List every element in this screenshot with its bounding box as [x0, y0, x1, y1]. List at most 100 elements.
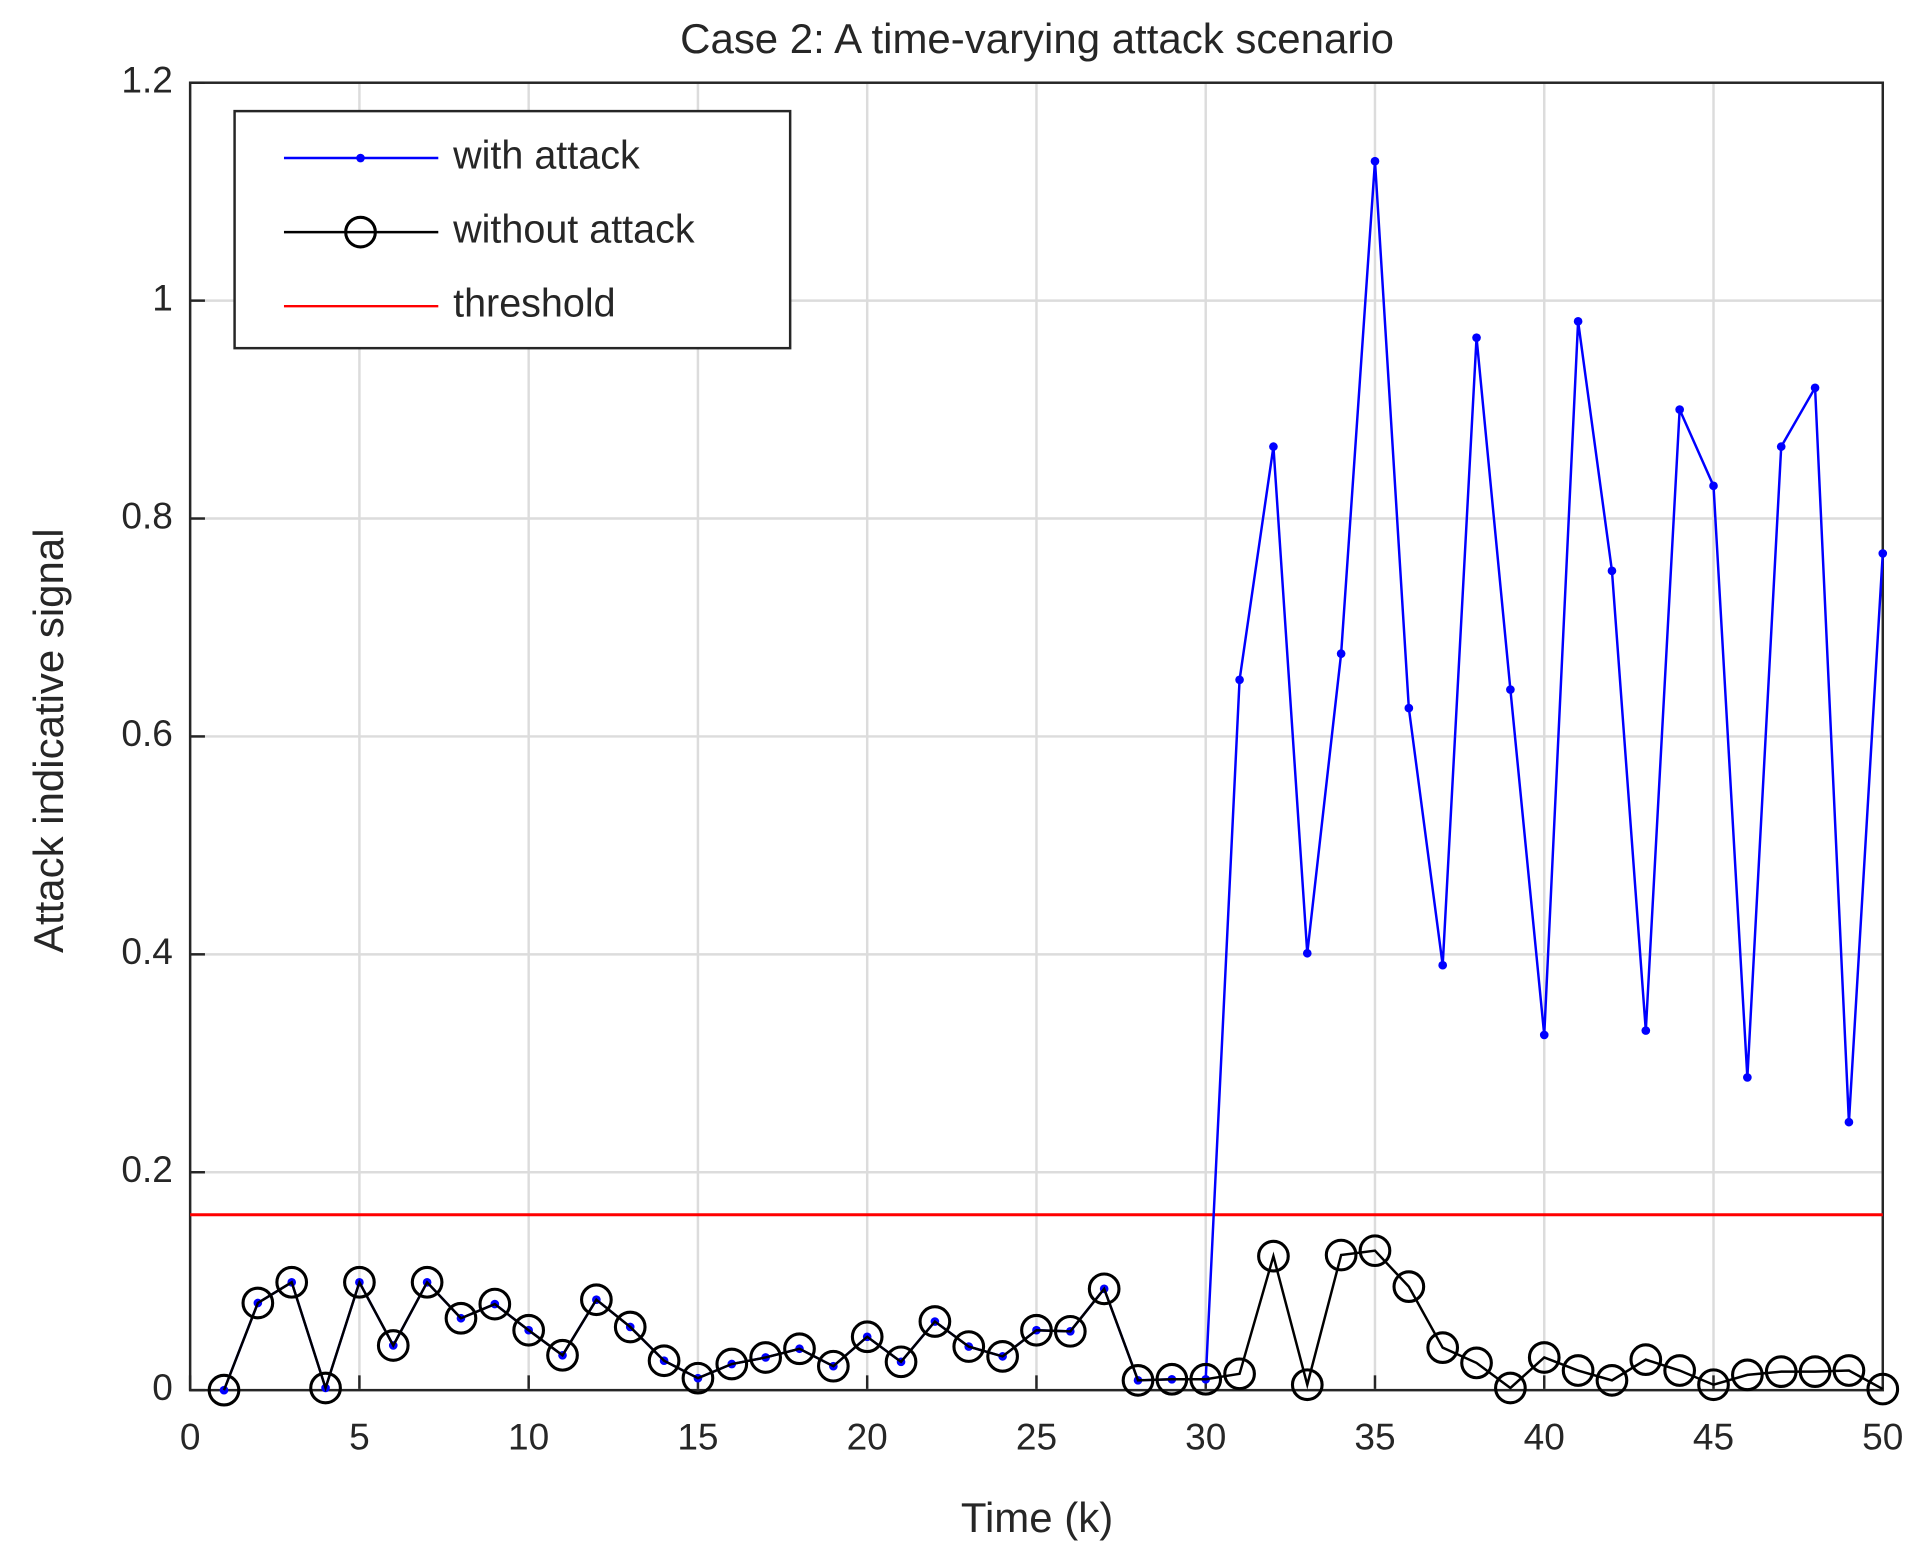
- data-point: [241, 1286, 275, 1320]
- data-point: [1573, 317, 1583, 326]
- data-point: [850, 1320, 884, 1354]
- data-point: [1269, 442, 1278, 451]
- data-point: [1595, 1363, 1629, 1397]
- data-point: [1235, 675, 1244, 685]
- data-point: [1324, 1238, 1358, 1272]
- data-point: [1302, 948, 1312, 958]
- data-point: [1709, 481, 1718, 491]
- y-tick-label: 0: [152, 1366, 173, 1408]
- x-tick-label: 25: [1016, 1415, 1057, 1457]
- data-point: [1527, 1341, 1561, 1374]
- x-tick-label: 20: [847, 1415, 888, 1457]
- data-point: [986, 1340, 1019, 1373]
- y-tick-label: 0.4: [121, 930, 172, 972]
- data-point: [1155, 1362, 1189, 1396]
- series-line: [222, 1249, 1884, 1393]
- legend-box: [233, 109, 792, 350]
- data-point: [1087, 1272, 1121, 1306]
- data-point: [681, 1361, 715, 1395]
- x-tick-label: 5: [349, 1415, 370, 1457]
- data-point: [1743, 1073, 1752, 1082]
- data-point: [1189, 1362, 1223, 1396]
- data-point: [1607, 566, 1617, 576]
- data-point: [1776, 442, 1786, 451]
- data-point: [1641, 1026, 1651, 1035]
- x-axis-label: Time (k): [961, 1494, 1113, 1541]
- data-point: [1404, 703, 1414, 713]
- plot-frame: [188, 81, 1885, 1392]
- data-point: [512, 1313, 546, 1347]
- data-point: [1764, 1355, 1798, 1388]
- data-point: [783, 1332, 816, 1366]
- data-point: [1731, 1358, 1764, 1392]
- data-point: [1866, 1372, 1900, 1406]
- data-point: [1358, 1234, 1392, 1268]
- legend-label: with attack: [452, 133, 640, 177]
- data-point: [1290, 1368, 1324, 1402]
- data-point: [1539, 1030, 1549, 1040]
- y-tick-label: 1: [152, 276, 173, 318]
- data-point: [1336, 649, 1346, 658]
- data-point: [1121, 1363, 1155, 1397]
- x-tick-label: 10: [508, 1415, 549, 1457]
- data-point: [343, 1265, 376, 1299]
- data-point: [1675, 405, 1684, 414]
- x-tick-label: 15: [677, 1415, 718, 1457]
- data-point: [444, 1301, 478, 1335]
- data-point: [1506, 685, 1515, 694]
- data-point: [580, 1283, 613, 1317]
- data-point: [1257, 1239, 1290, 1273]
- x-tick-label: 50: [1862, 1415, 1903, 1457]
- data-point: [884, 1345, 918, 1379]
- data-point: [647, 1344, 681, 1378]
- y-axis-label: Attack indicative signal: [25, 528, 72, 953]
- legend-marker: [344, 215, 377, 249]
- data-point: [1460, 1346, 1493, 1380]
- chart-title: Case 2: A time-varying attack scenario: [680, 15, 1394, 62]
- data-point: [207, 1373, 241, 1407]
- legend-marker: [356, 153, 365, 163]
- data-point: [1392, 1270, 1426, 1304]
- data-point: [1053, 1314, 1087, 1348]
- data-point: [546, 1338, 579, 1372]
- data-point: [816, 1349, 850, 1383]
- data-point: [1494, 1371, 1527, 1405]
- data-point: [749, 1341, 782, 1374]
- data-point: [1438, 960, 1448, 970]
- data-point: [1798, 1355, 1832, 1388]
- data-point: [1844, 1117, 1854, 1127]
- data-point: [478, 1287, 512, 1321]
- x-tick-label: 30: [1185, 1415, 1226, 1457]
- data-point: [275, 1265, 309, 1299]
- data-point: [1472, 333, 1481, 342]
- y-tick-label: 0.2: [121, 1148, 172, 1190]
- y-tick-label: 0.6: [121, 712, 172, 754]
- data-point: [1878, 549, 1888, 558]
- y-tick-label: 1.2: [121, 58, 172, 100]
- x-tick-label: 35: [1354, 1415, 1395, 1457]
- data-point: [715, 1347, 749, 1381]
- data-point: [1832, 1354, 1866, 1387]
- data-point: [309, 1371, 342, 1405]
- data-point: [1561, 1354, 1595, 1387]
- data-point: [376, 1329, 410, 1362]
- data-point: [1810, 383, 1820, 393]
- data-point: [1629, 1343, 1663, 1377]
- data-point: [918, 1305, 952, 1338]
- data-point: [1020, 1313, 1053, 1347]
- x-tick-label: 0: [180, 1415, 201, 1457]
- y-tick-label: 0.8: [121, 494, 172, 536]
- x-tick-label: 40: [1524, 1415, 1565, 1457]
- data-point: [1697, 1368, 1730, 1402]
- data-point: [410, 1265, 444, 1299]
- data-point: [952, 1330, 986, 1363]
- data-point: [1426, 1331, 1460, 1365]
- legend-label: without attack: [452, 208, 695, 252]
- data-point: [613, 1310, 647, 1344]
- data-point: [1370, 156, 1380, 166]
- legend-label: threshold: [453, 282, 616, 326]
- data-point: [1223, 1357, 1256, 1391]
- data-point: [1663, 1354, 1697, 1387]
- x-tick-label: 45: [1693, 1415, 1734, 1457]
